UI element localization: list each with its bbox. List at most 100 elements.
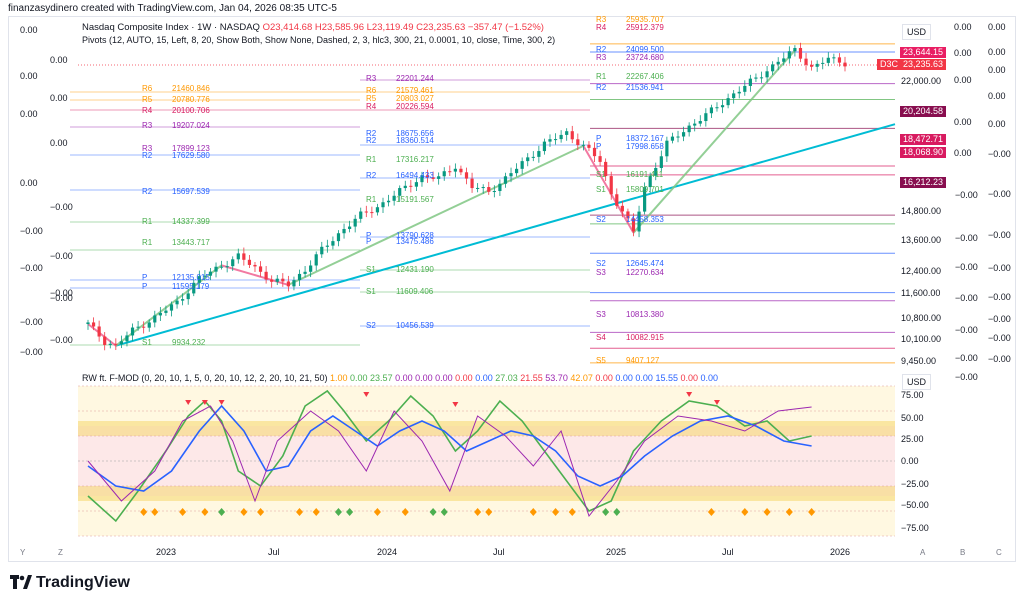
pivot-label-name: R6	[366, 86, 377, 95]
candle-body	[592, 147, 597, 157]
oscillator-value: 0.00	[472, 373, 493, 383]
osc-axis-label: −25.00	[901, 479, 929, 489]
candle-body	[186, 293, 190, 300]
oscillator-value: 0.00	[347, 373, 368, 383]
osc-signal-marker	[529, 508, 537, 516]
z-zoom-icon[interactable]: Z	[58, 548, 63, 557]
candle-body	[687, 125, 691, 133]
osc-axis-label: 75.00	[901, 390, 924, 400]
pivot-label-name: R1	[142, 238, 153, 247]
osc-signal-marker	[613, 508, 621, 516]
oscillator-value: 0.00	[452, 373, 473, 383]
price-axis-label: 10,100.00	[901, 334, 942, 344]
right-value-a: −0.00	[955, 293, 978, 303]
right-value-b: −0.00	[988, 292, 1011, 302]
bars-icon[interactable]: B	[960, 548, 966, 557]
tradingview-logo[interactable]: TradingView	[10, 574, 130, 592]
osc-signal-marker	[218, 508, 226, 516]
candle-body	[609, 176, 613, 195]
pivot-label-name: S1	[366, 265, 376, 274]
pivot-label-value: 20803.027	[396, 94, 434, 103]
pivot-label-value: 12135.015	[172, 273, 210, 282]
oscillator-legend[interactable]: RW ft. F-MOD (0, 20, 10, 1, 5, 0, 20, 10…	[82, 373, 718, 383]
osc-signal-marker	[474, 508, 482, 516]
pivot-label-name: P	[142, 273, 148, 282]
pivot-label-value: 18675.656	[396, 129, 434, 138]
pivot-label-name: R1	[366, 155, 377, 164]
oscillator-value: 53.70	[542, 373, 568, 383]
candle-body	[247, 259, 252, 265]
right-value-a: −0.00	[955, 190, 978, 200]
candle-body	[281, 278, 285, 282]
y-axis-zoom-icon[interactable]: Y	[20, 548, 26, 557]
pivot-label-value: 20780.776	[172, 95, 210, 104]
price-axis-label: 9,450.00	[901, 356, 937, 366]
osc-signal-marker	[602, 508, 610, 516]
candle-body	[359, 211, 363, 219]
candle-body	[114, 343, 118, 345]
pivot-label-name: P	[366, 231, 372, 240]
candle-body	[236, 253, 240, 260]
osc-signal-marker	[257, 508, 265, 516]
osc-signal-marker	[334, 508, 342, 516]
candle-body	[214, 266, 218, 272]
candle-body	[420, 175, 424, 183]
tradingview-logo-icon	[10, 575, 32, 589]
osc-sell-marker	[713, 400, 720, 405]
right-value-b: 0.00	[988, 91, 1006, 101]
osc-signal-marker	[763, 508, 771, 516]
candle-body	[103, 336, 107, 345]
pivot-label-value: 16494.433	[396, 171, 434, 180]
osc-axis-label: −50.00	[901, 500, 929, 510]
candle-body	[325, 245, 329, 247]
auto-scale-icon[interactable]: A	[920, 548, 926, 557]
candle-body	[370, 212, 374, 214]
candle-body	[648, 175, 652, 188]
candle-body	[476, 187, 480, 189]
osc-axis-label: 25.00	[901, 434, 924, 444]
pivot-label-value: 17629.580	[172, 151, 210, 160]
candle-body	[303, 271, 307, 274]
pivot-label-name: R2	[366, 136, 377, 145]
right-value-b: −0.00	[988, 333, 1011, 343]
pivot-label-value: 25912.379	[626, 23, 664, 32]
pivot-label-name: S1	[142, 338, 152, 347]
left-value: 0.00	[50, 138, 68, 148]
candle-body	[693, 123, 697, 126]
pivots-legend[interactable]: Pivots (12, AUTO, 15, Left, 8, 20, Show …	[82, 35, 556, 45]
right-value-a: 0.00	[954, 75, 972, 85]
candle-body	[726, 98, 730, 106]
candle-body	[431, 177, 435, 179]
candle-body	[826, 57, 830, 63]
osc-series-line	[87, 405, 812, 518]
candle-body	[275, 278, 279, 282]
pivot-label-value: 17998.658	[626, 142, 664, 151]
pivot-label-value: 14458.353	[626, 215, 664, 224]
pivot-label-value: 20100.706	[172, 106, 210, 115]
pivot-label-value: 9934.232	[172, 338, 206, 347]
oscillator-value: 0.00	[677, 373, 699, 383]
pivot-label-name: R3	[596, 53, 607, 62]
attribution: finanzasydinero created with TradingView…	[8, 3, 337, 14]
oscillator-currency-label[interactable]: USD	[902, 374, 932, 390]
candle-body	[514, 168, 519, 174]
compare-icon[interactable]: C	[996, 548, 1002, 557]
symbol-legend[interactable]: Nasdaq Composite Index · 1W · NASDAQ O23…	[82, 22, 544, 33]
candle-body	[192, 282, 196, 294]
candle-body	[153, 315, 157, 323]
candle-body	[553, 139, 558, 141]
pivot-label-value: 22267.406	[626, 72, 664, 81]
currency-label[interactable]: USD	[902, 24, 932, 40]
osc-sell-marker	[363, 392, 370, 397]
candle-body	[754, 77, 758, 79]
pivot-label-name: R5	[142, 95, 153, 104]
candle-body	[320, 246, 324, 255]
osc-signal-marker	[201, 508, 209, 516]
ohlc-high: H23,585.96	[314, 22, 364, 33]
oscillator-value: 15.55	[652, 373, 678, 383]
candle-body	[776, 61, 780, 65]
candle-body	[270, 279, 274, 282]
ohlc-change: −357.47 (−1.52%)	[467, 22, 544, 33]
candle-body	[526, 157, 530, 162]
